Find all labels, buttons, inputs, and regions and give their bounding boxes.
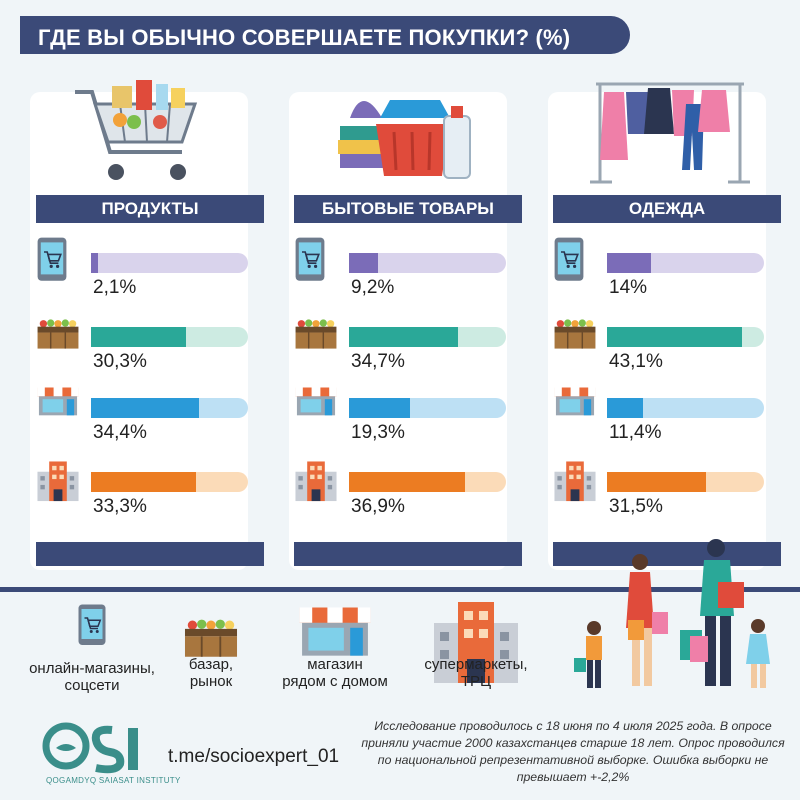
bar-value-label: 9,2% (351, 277, 395, 298)
legend-label-line2: ТРЦ (460, 673, 492, 690)
bar-track (607, 253, 764, 273)
title-banner: ГДЕ ВЫ ОБЫЧНО СОВЕРШАЕТЕ ПОКУПКИ? (%) (20, 16, 630, 54)
bar-2-2 (607, 398, 643, 418)
legend-label: базар, рынок (131, 656, 291, 690)
logo-subtitle: QOGAMDYQ SAIASAT INSTITUTY (46, 776, 181, 785)
bar-track (607, 327, 764, 347)
bar-track (607, 398, 764, 418)
bar-2-0 (607, 253, 651, 273)
bar-track (349, 327, 506, 347)
tablet-cart-icon (553, 236, 585, 287)
bar-value-label: 33,3% (93, 496, 147, 517)
bar-track (349, 472, 506, 492)
qsi-logo (42, 722, 138, 774)
tablet-cart-icon (77, 603, 107, 652)
storefront-icon (297, 605, 373, 663)
clothes-rack-illustration (590, 82, 750, 184)
mall-building-icon (294, 460, 338, 507)
bar-2-1 (607, 327, 743, 347)
tablet-cart-icon (36, 236, 68, 287)
panel-caption-clothes: ОДЕЖДА (553, 195, 781, 223)
bar-track (91, 472, 248, 492)
bar-1-3 (349, 472, 465, 492)
shopping-cart-illustration (75, 80, 198, 180)
market-stall-icon (36, 315, 80, 354)
panel-caption-products: ПРОДУКТЫ (36, 195, 264, 223)
storefront-icon (553, 386, 597, 422)
household-goods-illustration (338, 100, 471, 179)
panel-caption-household: БЫТОВЫЕ ТОВАРЫ (294, 195, 522, 223)
storefront-icon (294, 386, 338, 422)
bar-value-label: 11,4% (609, 422, 662, 443)
bar-track (607, 472, 764, 492)
mall-building-icon (36, 460, 80, 507)
legend-label-line2: соцсети (64, 677, 120, 694)
bar-0-3 (91, 472, 196, 492)
legend-label-line1: магазин (307, 656, 363, 673)
page-title: ГДЕ ВЫ ОБЫЧНО СОВЕРШАЕТЕ ПОКУПКИ? (%) (38, 25, 571, 50)
bar-1-2 (349, 398, 410, 418)
mall-building-icon (553, 460, 597, 507)
bar-2-3 (607, 472, 706, 492)
bar-value-label: 36,9% (351, 496, 405, 517)
storefront-icon (36, 386, 80, 422)
survey-note: Исследование проводилось с 18 июня по 4 … (361, 719, 785, 784)
bar-value-label: 31,5% (609, 496, 663, 517)
bar-track (91, 327, 248, 347)
bar-1-1 (349, 327, 458, 347)
legend-label-line1: базар, (188, 656, 234, 673)
legend-label-line1: супермаркеты, (424, 656, 528, 673)
panel-footer-clothes (553, 542, 781, 566)
bar-track (349, 253, 506, 273)
legend-label: супермаркеты, ТРЦ (396, 656, 556, 690)
bar-track (91, 398, 248, 418)
legend-label: магазин рядом с домом (255, 656, 415, 690)
legend-label-line2: рынок (189, 673, 233, 690)
market-stall-icon (294, 315, 338, 354)
legend-label: онлайн-магазины, соцсети (12, 660, 172, 694)
bar-1-0 (349, 253, 378, 273)
panel-footer-products (36, 542, 264, 566)
bar-value-label: 2,1% (93, 277, 137, 298)
bar-0-2 (91, 398, 200, 418)
market-stall-icon (553, 315, 597, 354)
bar-value-label: 19,3% (351, 422, 405, 443)
bar-0-0 (91, 253, 98, 273)
mall-building-icon (431, 599, 521, 690)
bar-0-1 (91, 327, 187, 347)
tablet-cart-icon (294, 236, 326, 287)
legend-label-line2: рядом с домом (282, 673, 388, 690)
market-stall-icon (183, 614, 239, 663)
bar-value-label: 43,1% (609, 351, 663, 372)
bar-value-label: 34,7% (351, 351, 405, 372)
bar-value-label: 34,4% (93, 422, 147, 443)
bar-value-label: 14% (609, 277, 648, 298)
bar-track (349, 398, 506, 418)
section-divider (0, 587, 800, 592)
bar-track (91, 253, 248, 273)
telegram-link[interactable]: t.me/socioexpert_01 (168, 746, 340, 767)
bar-value-label: 30,3% (93, 351, 147, 372)
legend-label-line1: онлайн-магазины, (29, 660, 155, 677)
shopping-family-illustration (574, 539, 770, 688)
panel-footer-household (294, 542, 522, 566)
